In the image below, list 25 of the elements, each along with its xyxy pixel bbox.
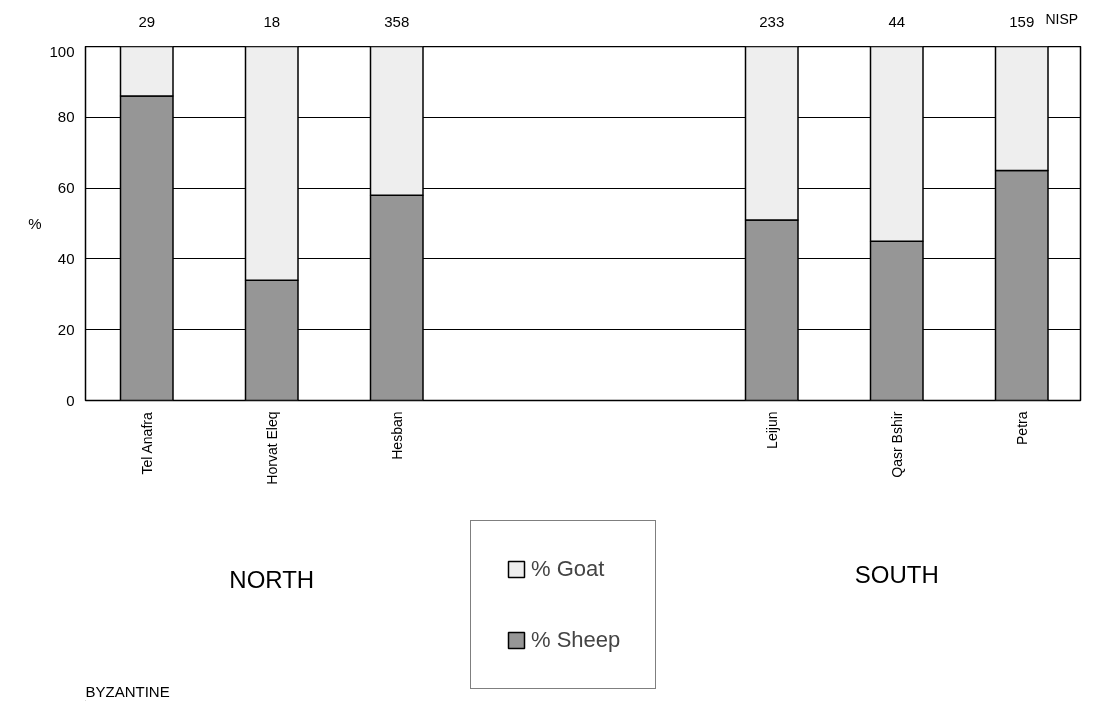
x-tick-label: Horvat Eleq xyxy=(263,411,280,485)
y-tick-label: 60 xyxy=(57,179,75,197)
y-tick-label: 40 xyxy=(57,249,75,267)
x-tick-label: Qasr Bshir xyxy=(888,411,905,478)
annotation: 159 xyxy=(1009,12,1035,30)
text: NORTH xyxy=(229,565,315,593)
y-axis-title: % xyxy=(28,215,42,232)
text: NISP xyxy=(1045,10,1079,27)
x-tick-label: Petra xyxy=(1013,411,1030,445)
x-tick-label: Tel Anafra xyxy=(138,412,155,475)
y-tick-label: 20 xyxy=(57,320,75,338)
annotation: 44 xyxy=(888,12,906,30)
y-tick-label: 80 xyxy=(57,108,75,126)
legend-label: % Goat xyxy=(531,556,605,582)
y-tick-label: 0 xyxy=(66,391,75,409)
text: BYZANTINE xyxy=(85,682,170,700)
annotation: 358 xyxy=(384,12,410,30)
x-tick-label: Hesban xyxy=(388,411,405,460)
text: SOUTH xyxy=(854,560,939,588)
annotation: 18 xyxy=(263,12,281,30)
legend-label: % Sheep xyxy=(531,627,621,653)
y-tick-label: 100 xyxy=(49,42,75,60)
x-tick-label: Leijun xyxy=(763,411,780,449)
annotation: 29 xyxy=(138,12,156,30)
annotation: 233 xyxy=(759,12,785,30)
